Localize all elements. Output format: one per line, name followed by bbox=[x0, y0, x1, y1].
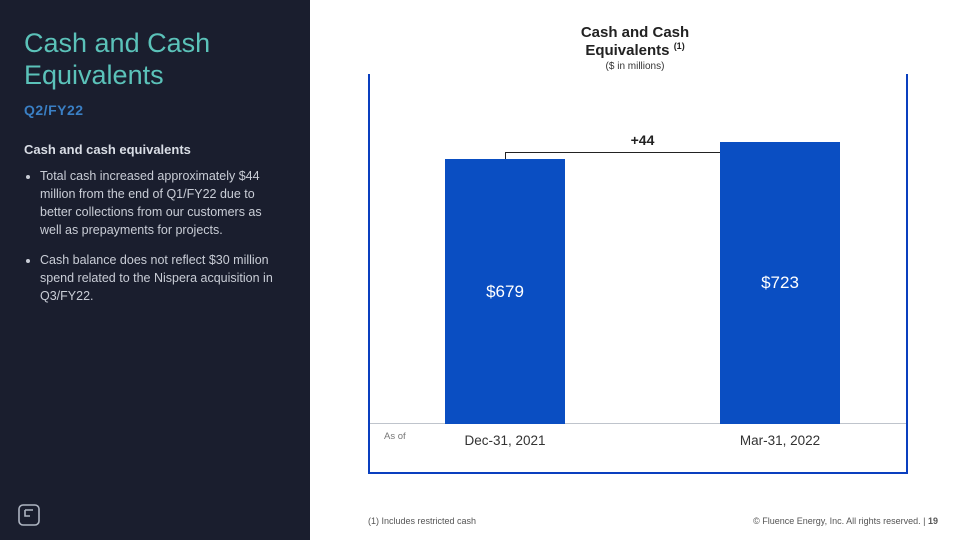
slide-subtitle: Q2/FY22 bbox=[24, 102, 286, 118]
brand-logo-icon bbox=[16, 502, 42, 528]
asof-label: As of bbox=[384, 431, 406, 442]
bars-container: $679 Dec-31, 2021 $723 Mar-31, 2022 bbox=[370, 114, 906, 424]
list-item: Cash balance does not reflect $30 millio… bbox=[40, 251, 286, 305]
chart-subtitle: ($ in millions) bbox=[310, 61, 960, 72]
chart-title-line2: Equivalents bbox=[585, 42, 669, 59]
chart-title-block: Cash and Cash Equivalents (1) ($ in mill… bbox=[310, 24, 960, 72]
bar-value-0: $679 bbox=[486, 282, 524, 302]
chart-plot-area: As of +44 $679 Dec-31, 2021 bbox=[370, 74, 906, 472]
slide-root: Cash and Cash Equivalents Q2/FY22 Cash a… bbox=[0, 0, 960, 540]
bar-value-1: $723 bbox=[761, 273, 799, 293]
slide-title: Cash and Cash Equivalents bbox=[24, 28, 286, 92]
bar-0: $679 bbox=[445, 159, 565, 424]
bullet-list: Total cash increased approximately $44 m… bbox=[24, 167, 286, 318]
sidebar: Cash and Cash Equivalents Q2/FY22 Cash a… bbox=[0, 0, 310, 540]
chart-panel: Cash and Cash Equivalents (1) ($ in mill… bbox=[310, 0, 960, 540]
list-item: Total cash increased approximately $44 m… bbox=[40, 167, 286, 240]
copyright-text: © Fluence Energy, Inc. All rights reserv… bbox=[753, 516, 928, 526]
copyright: © Fluence Energy, Inc. All rights reserv… bbox=[753, 516, 938, 526]
chart-frame: As of +44 $679 Dec-31, 2021 bbox=[368, 74, 908, 474]
chart-title: Cash and Cash Equivalents (1) bbox=[310, 24, 960, 60]
bar-1: $723 bbox=[720, 142, 840, 424]
section-heading: Cash and cash equivalents bbox=[24, 142, 286, 157]
chart-title-line1: Cash and Cash bbox=[581, 24, 689, 41]
bar-label-0: Dec-31, 2021 bbox=[430, 433, 580, 448]
chart-title-sup: (1) bbox=[674, 41, 685, 51]
bar-label-1: Mar-31, 2022 bbox=[705, 433, 855, 448]
footnote: (1) Includes restricted cash bbox=[368, 516, 476, 526]
page-number: 19 bbox=[928, 516, 938, 526]
